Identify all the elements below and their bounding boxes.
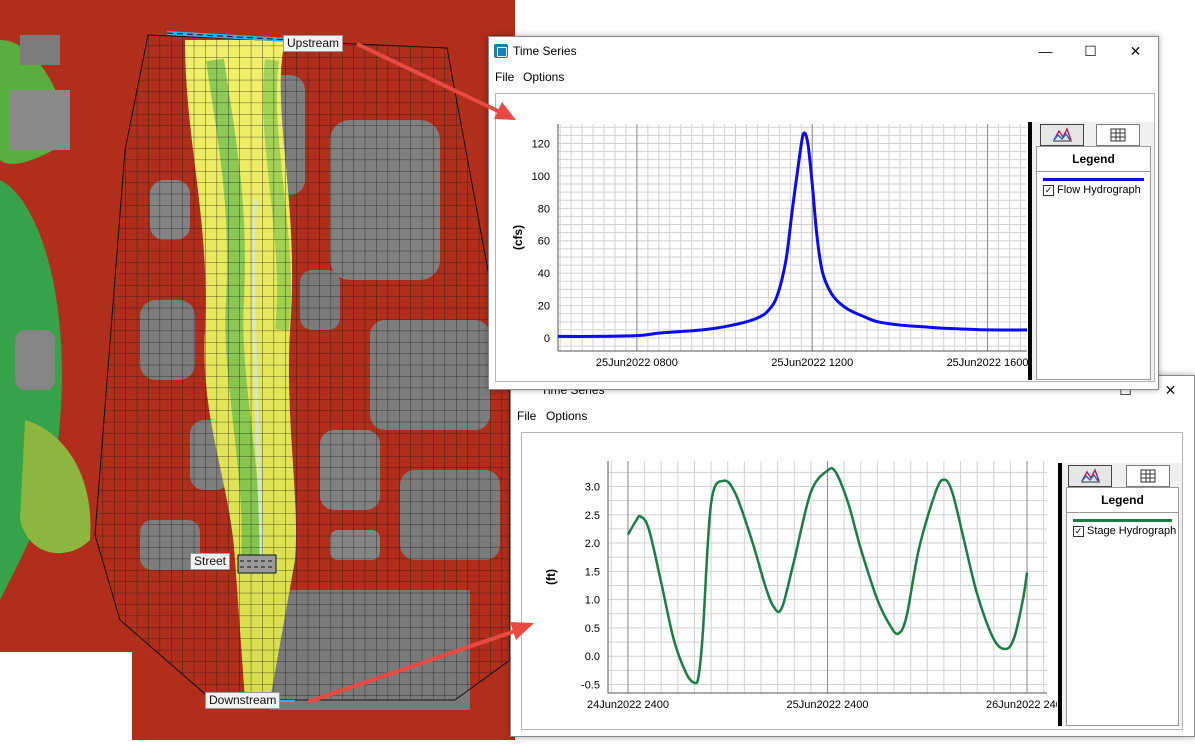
menu-options[interactable]: Options <box>523 70 565 84</box>
legend-box: Legend ✓ Flow Hydrograph <box>1036 146 1151 380</box>
table-icon <box>1110 128 1126 142</box>
x-tick-label: 25Jun2022 0800 <box>596 357 678 369</box>
y-tick-label: 0 <box>544 333 550 345</box>
legend-box: Legend ✓ Stage Hydrograph <box>1066 487 1179 726</box>
menu-file[interactable]: File <box>517 409 537 423</box>
flow-chart[interactable]: 0 20 40 60 80 100 120 25Jun2022 0800 25Jun2022 1… <box>496 94 1029 381</box>
grid-lines <box>608 461 1047 693</box>
app-icon <box>494 44 508 58</box>
menu-file[interactable]: File <box>495 70 515 84</box>
menu-options[interactable]: Options <box>546 409 588 423</box>
y-tick-label: 1.0 <box>585 595 600 607</box>
legend-checkbox[interactable]: ✓ <box>1043 185 1054 196</box>
legend-panel: Legend ✓ Stage Hydrograph <box>1058 463 1182 726</box>
y-tick-label: 0.0 <box>585 651 600 663</box>
y-tick-label: 60 <box>538 236 550 248</box>
y-tick-label: 1.5 <box>585 566 600 578</box>
chart-icon <box>1081 468 1100 483</box>
window-title: Time Series <box>513 44 577 58</box>
table-view-button[interactable] <box>1126 465 1170 487</box>
legend-swatch <box>1073 519 1172 522</box>
plot-view-button[interactable] <box>1068 465 1112 487</box>
menu-bar: File Options <box>489 67 1158 87</box>
y-tick-label: 20 <box>538 301 550 313</box>
plot-view-button[interactable] <box>1040 124 1084 146</box>
y-tick-label: 80 <box>538 203 550 215</box>
x-tick-label: 24Jun2022 2400 <box>587 699 669 711</box>
chart-icon <box>1053 127 1072 142</box>
legend-checkbox[interactable]: ✓ <box>1073 526 1084 537</box>
legend-panel: Legend ✓ Flow Hydrograph <box>1028 122 1154 380</box>
legend-item-label: Stage Hydrograph <box>1087 525 1177 537</box>
y-tick-label: 2.0 <box>585 538 600 550</box>
chart-frame: -0.5 0.0 0.5 1.0 1.5 2.0 2.5 3.0 24Jun2022 2400 2… <box>521 432 1183 730</box>
stage-time-series-window[interactable]: Time Series ☐ ✕ File Options -0.5 0.0 0.5 1… <box>510 375 1195 737</box>
menu-bar: File Options <box>511 406 1194 426</box>
legend-title: Legend <box>1037 147 1150 172</box>
stage-chart[interactable]: -0.5 0.0 0.5 1.0 1.5 2.0 2.5 3.0 24Jun2022 2400 2… <box>522 433 1057 729</box>
y-tick-label: -0.5 <box>581 680 600 692</box>
downstream-label[interactable]: Downstream <box>205 692 281 709</box>
series-line[interactable] <box>626 466 1029 685</box>
table-view-button[interactable] <box>1096 124 1140 146</box>
legend-title: Legend <box>1067 488 1178 513</box>
series-line[interactable] <box>557 131 1028 338</box>
maximize-button[interactable]: ☐ <box>1084 43 1097 59</box>
chart-frame: 0 20 40 60 80 100 120 25Jun2022 0800 25Jun2022 1… <box>495 93 1155 382</box>
upstream-label[interactable]: Upstream <box>283 35 344 52</box>
street-label[interactable]: Street <box>190 553 231 570</box>
y-tick-label: 3.0 <box>585 481 600 493</box>
minimize-button[interactable]: — <box>1038 43 1053 59</box>
y-axis-label: (ft) <box>544 569 558 585</box>
y-tick-label: 2.5 <box>585 510 600 522</box>
x-tick-label: 25Jun2022 1200 <box>771 357 853 369</box>
x-tick-label: 25Jun2022 1600 <box>947 357 1029 369</box>
table-icon <box>1140 469 1156 483</box>
y-axis-label: (cfs) <box>511 225 525 250</box>
y-tick-label: 100 <box>532 171 550 183</box>
y-tick-label: 0.5 <box>585 623 600 635</box>
x-tick-label: 26Jun2022 2400 <box>986 699 1057 711</box>
x-tick-label: 25Jun2022 2400 <box>787 699 869 711</box>
grid-lines <box>558 124 1027 351</box>
y-tick-label: 120 <box>532 138 550 150</box>
close-button[interactable]: ✕ <box>1129 43 1142 59</box>
title-bar[interactable]: Time Series — ☐ ✕ <box>489 37 1158 65</box>
legend-swatch <box>1043 178 1144 181</box>
close-button[interactable]: ✕ <box>1164 382 1177 398</box>
y-tick-label: 40 <box>538 268 550 280</box>
flow-time-series-window[interactable]: Time Series — ☐ ✕ File Options 0 20 40 60 80… <box>488 36 1159 390</box>
legend-item-label: Flow Hydrograph <box>1057 184 1141 196</box>
